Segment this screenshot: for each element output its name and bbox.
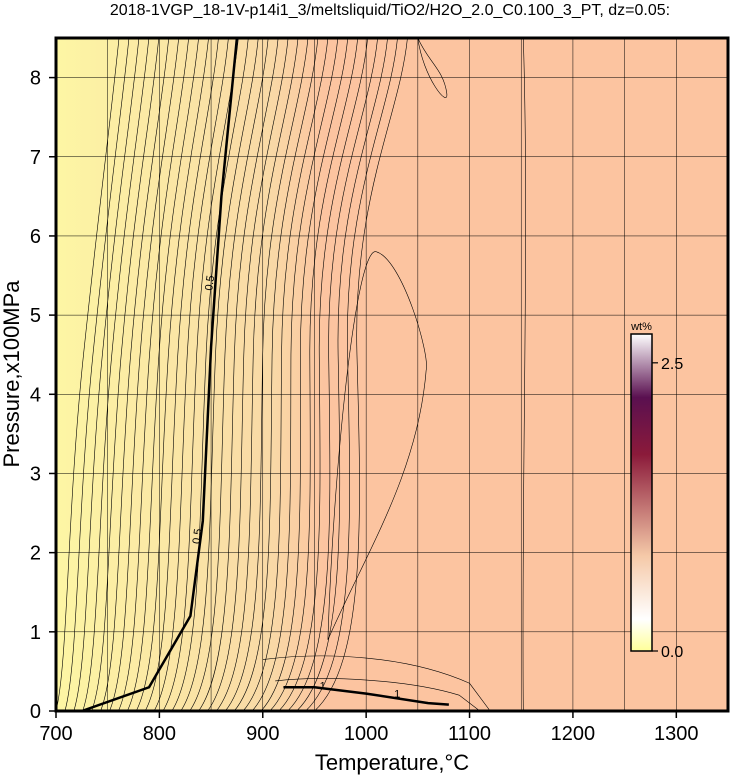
contour-line <box>91 38 160 711</box>
colorbar: wt% 0.0 2.5 <box>630 321 683 661</box>
y-tick-label: 0 <box>30 701 41 723</box>
contour-line <box>180 38 259 711</box>
contour-line <box>144 38 219 711</box>
colorbar-tick-label: 0.0 <box>661 644 683 661</box>
x-axis: 700 800 900 1000 1100 1200 1300 <box>39 711 699 745</box>
y-tick-label: 7 <box>30 147 41 169</box>
contour-line <box>216 38 299 711</box>
contour-line <box>234 38 319 711</box>
colorbar-ticks: 0.0 2.5 <box>652 356 683 661</box>
y-tick-label: 6 <box>30 226 41 248</box>
grid <box>56 38 728 711</box>
contour-label: 0.5 <box>191 528 205 545</box>
contour-label: 1 <box>320 681 326 693</box>
contour-line <box>127 38 199 711</box>
x-tick-label: 900 <box>246 723 279 745</box>
contour-label: 0.5 <box>203 275 217 292</box>
contour-loop <box>327 251 427 640</box>
y-tick-label: 3 <box>30 463 41 485</box>
contour-line <box>100 38 170 711</box>
contour-label: 1 <box>394 689 400 701</box>
contour-line <box>171 38 249 711</box>
y-tick-label: 4 <box>30 384 41 406</box>
contour-0-5 <box>81 38 239 711</box>
colorbar-label: wt% <box>630 321 652 333</box>
contour-line <box>278 38 368 711</box>
plot-field <box>56 38 728 711</box>
contour-loop <box>417 38 448 98</box>
contour-line <box>262 655 491 711</box>
contour-line <box>251 38 339 711</box>
contour-line <box>207 38 289 711</box>
y-tick-label: 5 <box>30 305 41 327</box>
contour-labels: 0.5 0.5 1 1 <box>191 275 400 701</box>
x-tick-label: 800 <box>143 723 176 745</box>
contour-line <box>162 38 239 711</box>
contour-line <box>73 38 140 711</box>
plot-frame <box>54 36 730 713</box>
x-tick-label: 1200 <box>551 723 596 745</box>
x-axis-label: Temperature,°C <box>315 750 469 775</box>
contour-line <box>296 38 388 711</box>
contour-line <box>189 38 269 711</box>
colorbar-tick-label: 2.5 <box>661 356 683 373</box>
contour-line <box>153 38 229 711</box>
contour-line <box>275 678 481 711</box>
contour-line <box>118 38 189 711</box>
contour-1 <box>283 685 449 706</box>
contour-line <box>269 38 359 711</box>
contour-line <box>242 38 329 711</box>
contour-line <box>305 38 398 711</box>
chart-title: 2018-1VGP_18-1V-p14i1_3/meltsliquid/TiO2… <box>110 2 670 19</box>
bold-contours <box>81 38 449 711</box>
thin-contours <box>56 38 526 711</box>
contour-line <box>287 38 378 711</box>
y-tick-label: 1 <box>30 622 41 644</box>
x-tick-label: 1000 <box>344 723 389 745</box>
x-tick-label: 700 <box>39 723 72 745</box>
contour-line <box>56 38 120 711</box>
contour-line <box>260 38 349 711</box>
contour-line <box>109 38 179 711</box>
y-axis: 0 1 2 3 4 5 6 7 8 <box>30 68 56 723</box>
contour-line <box>314 38 408 711</box>
colorbar-fill <box>630 333 653 652</box>
y-tick-label: 2 <box>30 543 41 565</box>
contour-line <box>135 38 209 711</box>
y-tick-label: 8 <box>30 68 41 90</box>
contour-line <box>198 38 279 711</box>
contour-line <box>522 38 526 711</box>
x-tick-label: 1100 <box>448 723 491 745</box>
x-tick-label: 1300 <box>654 723 699 745</box>
contour-line <box>64 38 130 711</box>
contour-line <box>82 38 150 711</box>
y-axis-label: Pressure,x100MPa <box>0 280 24 468</box>
